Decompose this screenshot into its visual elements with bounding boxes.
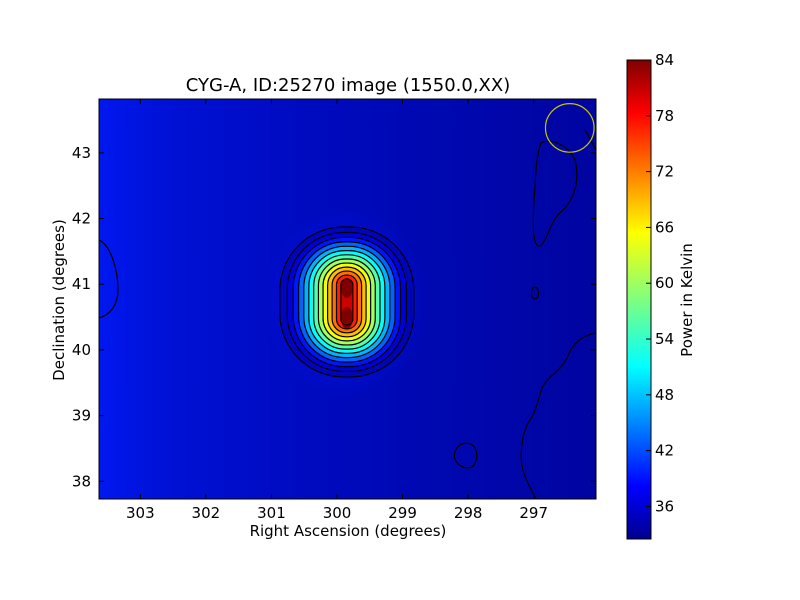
- contour-left-edge: [99, 239, 119, 319]
- colorbar-tick-label: 42: [655, 442, 674, 460]
- plot-frame: [98, 98, 597, 500]
- contour-line: [340, 278, 354, 326]
- colorbar: 36 42 48 54 60 66 72 78 84 Power in Kelvin: [626, 51, 696, 540]
- colorbar-gradient: [626, 59, 652, 540]
- colorbar-tick-label: 84: [655, 51, 674, 69]
- y-tick-label: 40: [72, 341, 91, 359]
- contour-line: [298, 241, 396, 363]
- y-tick-label: 42: [72, 210, 91, 228]
- colorbar-ticks: 36 42 48 54 60 66 72 78 84: [646, 51, 674, 515]
- contour-bottom-blob: [453, 442, 478, 469]
- colorbar-tick-label: 66: [655, 218, 674, 236]
- contour-line: [308, 250, 386, 354]
- contour-line: [292, 236, 402, 368]
- contour-lines: [279, 226, 415, 378]
- x-tick-label: 301: [257, 504, 286, 522]
- y-axis-ticks: 38 39 40 41 42 43: [72, 144, 596, 490]
- x-axis-label: Right Ascension (degrees): [250, 522, 447, 540]
- x-tick-label: 300: [323, 504, 352, 522]
- contour-right-top: [532, 140, 578, 247]
- x-tick-label: 297: [519, 504, 548, 522]
- x-tick-label: 302: [192, 504, 221, 522]
- x-tick-label: 303: [126, 504, 155, 522]
- contour-line: [313, 254, 381, 350]
- colorbar-tick-label: 78: [655, 107, 674, 125]
- y-axis-label: Declination (degrees): [50, 219, 68, 381]
- plot-area: 303 302 301 300 299 298 297 38 39 40 41 42 43: [72, 98, 597, 522]
- colorbar-tick-label: 36: [655, 497, 674, 515]
- colorbar-tick-label: 60: [655, 274, 674, 292]
- peak-north: [340, 277, 353, 298]
- contour-right-bottom: [520, 332, 596, 499]
- contour-line: [279, 226, 415, 378]
- source-intensity-fills: [279, 226, 414, 377]
- colorbar-tick-label: 54: [655, 330, 674, 348]
- colorbar-label: Power in Kelvin: [678, 243, 696, 357]
- beam-circle: [544, 102, 595, 153]
- contour-line: [327, 266, 367, 338]
- x-axis-ticks: 303 302 301 300 299 298 297: [126, 99, 548, 522]
- contour-line: [322, 262, 372, 342]
- y-tick-label: 41: [72, 275, 91, 293]
- y-tick-label: 43: [72, 144, 91, 162]
- x-tick-label: 299: [388, 504, 417, 522]
- contour-small-blob: [530, 286, 540, 300]
- peak-south: [340, 306, 353, 329]
- colorbar-tick-label: 48: [655, 386, 674, 404]
- contour-line: [335, 274, 358, 330]
- colorbar-tick-label: 72: [655, 163, 674, 181]
- chart-title: CYG-A, ID:25270 image (1550.0,XX): [186, 75, 510, 96]
- contour-right-top-edge: [584, 129, 596, 151]
- contour-line: [286, 231, 408, 372]
- contour-line: [331, 270, 363, 334]
- contour-line: [303, 245, 391, 359]
- y-tick-label: 39: [72, 407, 91, 425]
- x-tick-label: 298: [454, 504, 483, 522]
- y-tick-label: 38: [72, 472, 91, 490]
- contour-line: [317, 258, 376, 346]
